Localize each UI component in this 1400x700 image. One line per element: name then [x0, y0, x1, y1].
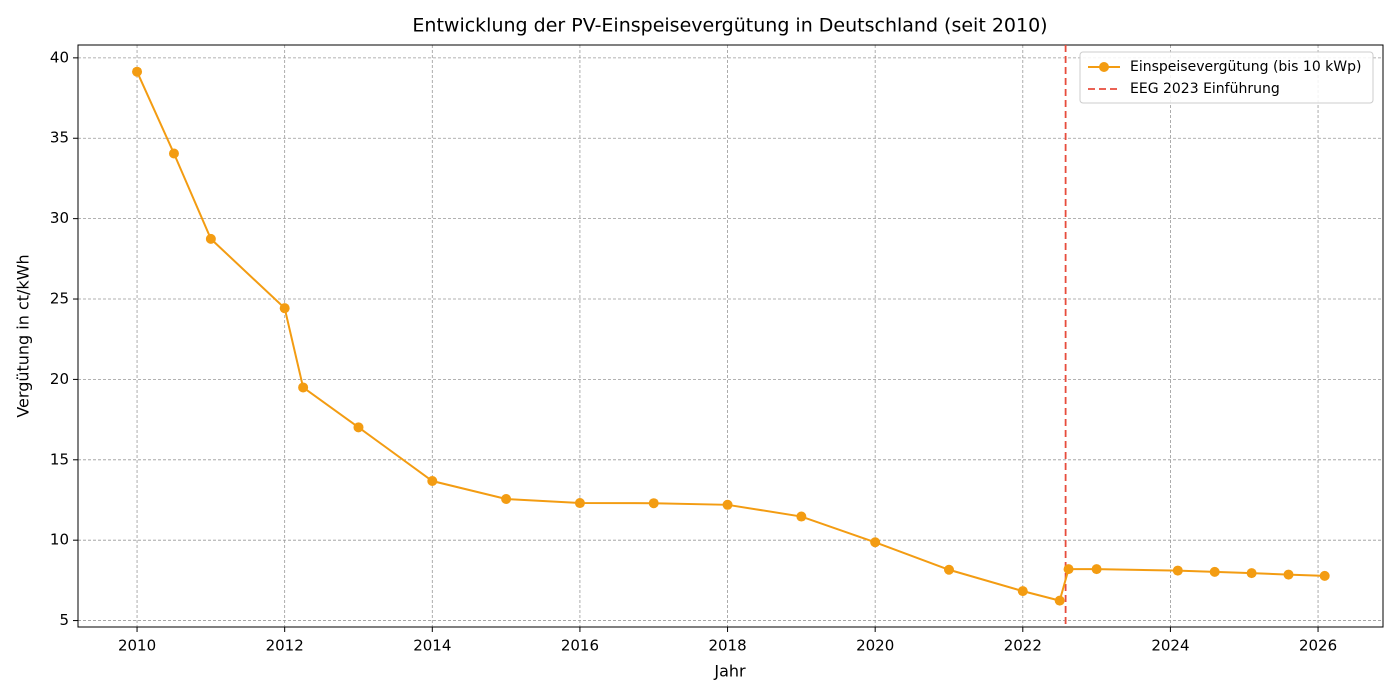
data-point [353, 422, 364, 433]
chart-title: Entwicklung der PV-Einspeisevergütung in… [412, 15, 1047, 37]
legend-marker [1099, 62, 1109, 72]
y-tick-label: 5 [59, 611, 69, 629]
data-point [427, 476, 438, 487]
data-point [1246, 568, 1257, 579]
data-point [1283, 569, 1294, 580]
data-point [1054, 595, 1065, 606]
x-tick-label: 2020 [856, 637, 894, 655]
data-point [1319, 570, 1330, 581]
x-tick-label: 2024 [1151, 637, 1189, 655]
data-point [132, 66, 143, 77]
data-point [168, 148, 179, 159]
y-tick-label: 25 [50, 290, 69, 308]
x-axis-label: Jahr [713, 662, 746, 681]
data-point [1063, 564, 1074, 575]
y-tick-label: 40 [50, 48, 69, 66]
data-point [1017, 586, 1028, 597]
data-point [279, 303, 290, 314]
legend-box [1079, 51, 1374, 104]
x-tick-label: 2014 [413, 637, 451, 655]
x-tick-label: 2012 [266, 637, 304, 655]
x-tick-label: 2026 [1299, 637, 1337, 655]
data-point [722, 499, 733, 510]
y-tick-label: 35 [50, 129, 69, 147]
y-axis-label: Vergütung in ct/kWh [14, 254, 33, 417]
data-point [1172, 565, 1183, 576]
y-tick-label: 10 [50, 531, 69, 549]
series-line [136, 71, 1325, 602]
legend-label: Einspeisevergütung (bis 10 kWp) [1130, 59, 1362, 75]
x-tick-label: 2018 [708, 637, 746, 655]
legend: Einspeisevergütung (bis 10 kWp) EEG 2023 … [1079, 51, 1374, 104]
x-tick-label: 2010 [118, 637, 156, 655]
x-tick-label: 2022 [1004, 637, 1042, 655]
plot-frame [77, 44, 1384, 628]
y-tick-label: 20 [50, 370, 69, 388]
y-tick-label: 30 [50, 209, 69, 227]
data-point [943, 564, 954, 575]
data-point [648, 498, 659, 509]
data-point [1091, 564, 1102, 575]
data-point [796, 511, 807, 522]
data-point [870, 537, 881, 548]
x-tick-label: 2016 [561, 637, 599, 655]
data-point [298, 382, 309, 393]
data-point [501, 494, 512, 505]
data-point [574, 498, 585, 509]
legend-label: EEG 2023 Einführung [1130, 81, 1280, 97]
data-point [205, 233, 216, 244]
data-point [1209, 566, 1220, 577]
y-tick-label: 15 [50, 450, 69, 468]
